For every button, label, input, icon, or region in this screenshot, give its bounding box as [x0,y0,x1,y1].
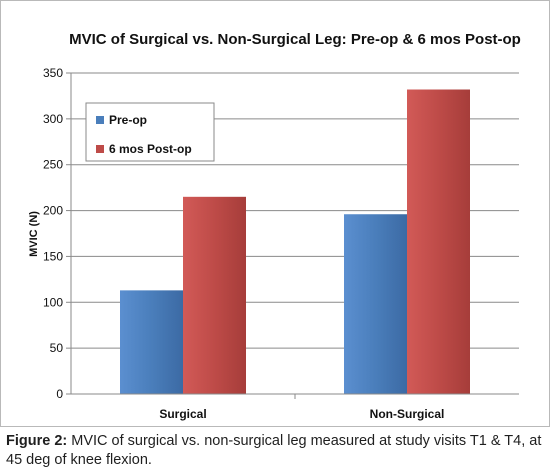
legend-label: 6 mos Post-op [109,142,192,156]
y-axis-label: MVIC (N) [28,211,40,257]
bar-6-mos-post-op-non-surgical [407,89,470,394]
bar-pre-op-non-surgical [344,214,407,394]
legend-swatch [96,145,104,153]
y-tick-label: 150 [43,249,63,263]
chart-title: MVIC of Surgical vs. Non-Surgical Leg: P… [69,31,521,48]
figure-caption: Figure 2: MVIC of surgical vs. non-surgi… [6,432,546,470]
bar-6-mos-post-op-surgical [183,196,246,394]
y-tick-label: 200 [43,204,63,218]
x-tick-label: Non-Surgical [370,407,445,421]
y-tick-label: 250 [43,158,63,172]
y-tick-label: 50 [50,341,64,355]
y-tick-label: 0 [56,387,63,401]
caption-text: MVIC of surgical vs. non-surgical leg me… [6,433,542,468]
axes: 0 50 100 150 200 250 300 350 Surgical Non-Surgica… [43,66,519,421]
y-tick-label: 350 [43,66,63,80]
bar-chart: MVIC of Surgical vs. Non-Surgical Leg: P… [28,31,521,421]
y-tick-label: 300 [43,112,63,126]
x-tick-label: Surgical [159,407,206,421]
chart-frame: MVIC of Surgical vs. Non-Surgical Leg: P… [0,0,550,427]
legend-swatch [96,116,104,124]
legend: Pre-op 6 mos Post-op [85,102,215,162]
caption-label: Figure 2: [6,433,68,449]
y-tick-label: 100 [43,295,63,309]
bar-pre-op-surgical [120,290,183,394]
bars [120,89,470,394]
legend-box [85,102,215,162]
legend-label: Pre-op [109,113,147,127]
